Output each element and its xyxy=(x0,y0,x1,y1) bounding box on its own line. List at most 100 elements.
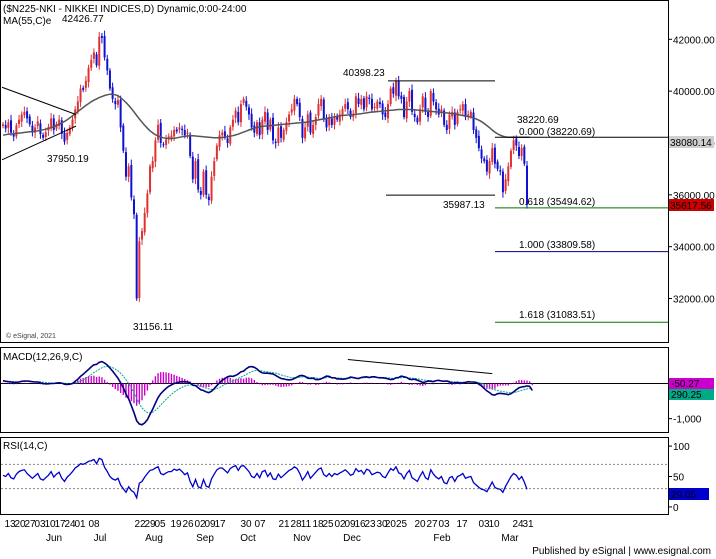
candle-body xyxy=(239,104,242,123)
candle-body xyxy=(392,87,395,94)
candle-body xyxy=(365,96,368,108)
candle-body xyxy=(44,132,47,138)
fib-label-1618: 1.618 (31083.51) xyxy=(519,310,595,321)
candle-body xyxy=(269,119,272,130)
candle-body xyxy=(197,159,200,190)
candle-body xyxy=(4,124,7,129)
trendline-lower xyxy=(1,125,77,161)
candle-body xyxy=(274,141,277,143)
candle-body xyxy=(378,102,381,105)
candle-body xyxy=(349,110,352,118)
candle-body xyxy=(138,241,141,298)
footer-bar xyxy=(0,544,716,559)
candle-body xyxy=(50,118,53,129)
x-tick-label: 24 xyxy=(64,519,76,530)
macd-axis-label: -1,000 xyxy=(673,415,702,426)
candle-body xyxy=(376,101,379,109)
candle-body xyxy=(322,99,325,120)
x-tick-label: 08 xyxy=(88,519,100,530)
candle-body xyxy=(373,106,376,108)
x-tick-label: 02 xyxy=(334,519,346,530)
candle-body xyxy=(116,100,119,105)
x-tick-label: 09 xyxy=(344,519,356,530)
candle-body xyxy=(247,107,250,115)
rsi-label: RSI(14,C) xyxy=(3,441,47,452)
macd-signal-line xyxy=(3,365,533,414)
x-tick-label: 27 xyxy=(426,519,438,530)
candle-body xyxy=(215,145,218,160)
candle-body xyxy=(413,113,416,118)
last-price-value: 35617.56 xyxy=(670,201,712,212)
candle-body xyxy=(469,111,472,117)
candle-body xyxy=(333,117,336,125)
candle-body xyxy=(461,104,464,111)
candle-body xyxy=(170,135,173,139)
x-tick-label: 01 xyxy=(74,519,86,530)
x-tick-label: 03 xyxy=(478,519,490,530)
candle-body xyxy=(368,97,371,99)
x-tick-label: 29 xyxy=(144,519,156,530)
candle-body xyxy=(443,110,446,125)
x-tick-label: 03 xyxy=(438,519,450,530)
candle-body xyxy=(272,117,275,141)
candle-body xyxy=(207,196,210,201)
price-axis-label: 34000.00 xyxy=(673,243,715,254)
macd-panel xyxy=(0,347,669,433)
x-tick-label: 27 xyxy=(24,519,36,530)
candle-body xyxy=(483,158,486,162)
fib-label-0618: 0.618 (35494.62) xyxy=(519,197,595,208)
fib-label-0: 0.000 (38220.69) xyxy=(519,127,595,138)
x-month-label: Mar xyxy=(501,533,519,544)
candle-body xyxy=(84,80,87,88)
x-tick-label: 22 xyxy=(134,519,146,530)
candle-body xyxy=(290,109,293,113)
candle-body xyxy=(341,109,344,116)
candle-body xyxy=(218,135,221,147)
candle-body xyxy=(92,52,95,59)
candle-body xyxy=(507,166,510,182)
candle-body xyxy=(194,161,197,179)
candle-body xyxy=(504,179,507,191)
rsi-axis-label: 0 xyxy=(673,503,679,514)
candle-body xyxy=(157,124,160,140)
candle-body xyxy=(320,98,323,107)
last-price-badge xyxy=(669,199,714,211)
x-month-label: Dec xyxy=(343,533,361,544)
x-tick-label: 17 xyxy=(214,519,226,530)
published-by: Published by eSignal | www.esignal.com xyxy=(532,546,711,557)
candle-body xyxy=(20,114,23,122)
candle-body xyxy=(111,87,114,99)
chart-title: ($N225-NKI - NIKKEI INDICES,D) Dynamic,0… xyxy=(3,4,247,15)
macd-line-badge xyxy=(669,389,714,400)
candle-body xyxy=(459,109,462,111)
candle-body xyxy=(205,170,208,195)
candle-body xyxy=(384,112,387,118)
x-tick-label: 05 xyxy=(154,519,166,530)
candle-body xyxy=(108,70,111,89)
candle-body xyxy=(477,135,480,149)
x-month-label: Sep xyxy=(196,533,214,544)
candle-body xyxy=(453,112,456,125)
candle-body xyxy=(71,119,74,128)
candle-body xyxy=(58,119,61,126)
candle-body xyxy=(60,120,63,134)
candle-body xyxy=(456,111,459,125)
candle-body xyxy=(250,113,253,128)
candle-body xyxy=(234,110,237,118)
candle-body xyxy=(149,166,152,193)
macd-label: MACD(12,26,9,C) xyxy=(3,352,82,363)
annotation-mar: 38220.69 xyxy=(517,115,559,126)
candle-body xyxy=(154,140,157,162)
candle-body xyxy=(403,96,406,118)
candle-body xyxy=(106,58,109,71)
candle-body xyxy=(28,116,31,125)
candle-body xyxy=(68,127,71,134)
candle-body xyxy=(151,161,154,169)
current-ma-badge xyxy=(669,136,714,148)
x-tick-label: 26 xyxy=(182,519,194,530)
candle-body xyxy=(304,127,307,139)
candle-body xyxy=(509,150,512,167)
x-tick-label: 31 xyxy=(522,519,534,530)
price-panel xyxy=(0,0,669,343)
candle-body xyxy=(15,125,18,137)
